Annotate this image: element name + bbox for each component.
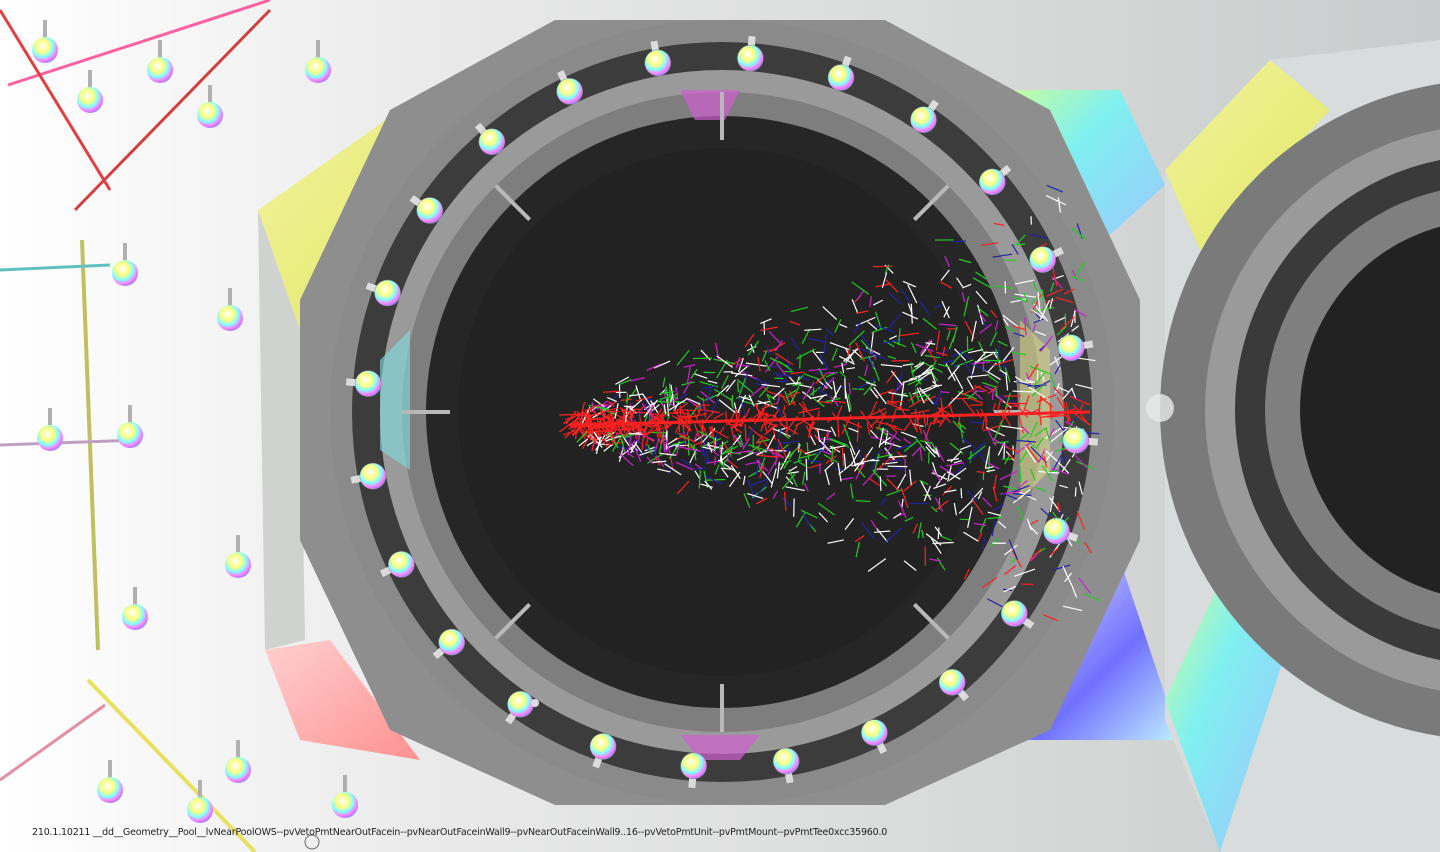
inner-core-disc <box>458 148 986 676</box>
wedge-top <box>680 90 740 120</box>
cursor-ring <box>304 834 320 850</box>
pmt-sphere-icon <box>379 551 415 578</box>
pmt-sphere-icon <box>345 370 382 397</box>
marker-dot <box>531 699 539 707</box>
pmt-sphere-icon <box>147 40 173 83</box>
pmt-sphere-icon <box>77 70 103 113</box>
pmt-sphere-icon <box>737 35 764 72</box>
pmt-sphere-icon <box>1062 427 1099 454</box>
spoke <box>912 184 950 222</box>
pmt-sphere-icon <box>1029 246 1065 273</box>
pmt-sphere-icon <box>97 760 123 803</box>
pmt-sphere-icon <box>910 99 939 133</box>
particle-tracks <box>559 184 1101 622</box>
pmt-sphere-icon <box>1057 334 1094 362</box>
status-line: 210.1.10211 __dd__Geometry__Pool__lvNear… <box>32 827 888 838</box>
pmt-sphere-icon <box>979 164 1012 196</box>
pmt-sphere-icon <box>112 243 138 286</box>
spoke <box>912 602 950 640</box>
pmt-sphere-icon <box>938 669 970 702</box>
pmt-sphere-icon <box>332 775 358 818</box>
marker-blob <box>1146 394 1174 422</box>
pmt-sphere-icon <box>117 405 143 448</box>
wedge-bottom <box>680 735 760 760</box>
pmt-sphere-icon <box>589 733 617 769</box>
pmt-sphere-icon <box>32 20 58 63</box>
pmt-sphere-icon <box>305 40 331 83</box>
pmt-sphere-icon <box>37 408 63 451</box>
wedge-left <box>380 330 410 470</box>
pmt-sphere-icon <box>122 587 148 630</box>
spoke <box>494 184 532 222</box>
pmt-sphere-icon <box>827 55 855 91</box>
pmt-sphere-icon <box>1001 600 1035 629</box>
red-face <box>265 640 420 760</box>
pmt-sphere-icon <box>556 69 583 105</box>
pmt-sphere-icon <box>217 288 243 331</box>
pmt-sphere-icon <box>197 85 223 128</box>
pmt-sphere-icon <box>474 122 506 155</box>
pmt-sphere-icon <box>409 195 443 224</box>
left-wall-structure <box>0 0 358 852</box>
pmt-sphere-icon <box>350 462 387 490</box>
pmt-sphere-icon <box>187 780 213 823</box>
spoke <box>494 602 532 640</box>
pmt-sphere-icon <box>680 752 707 789</box>
pmt-sphere-icon <box>861 719 888 755</box>
pmt-sphere-icon <box>365 279 401 307</box>
pmt-array <box>345 35 1099 789</box>
left-gray-face <box>258 210 305 650</box>
pmt-sphere-icon <box>1043 517 1079 545</box>
right-detector <box>1160 40 1440 852</box>
pmt-sphere-icon <box>772 747 800 784</box>
pmt-sphere-icon <box>225 535 251 578</box>
pmt-sphere-icon <box>432 628 465 660</box>
pmt-sphere-icon <box>225 740 251 783</box>
pmt-sphere-icon <box>644 40 672 77</box>
